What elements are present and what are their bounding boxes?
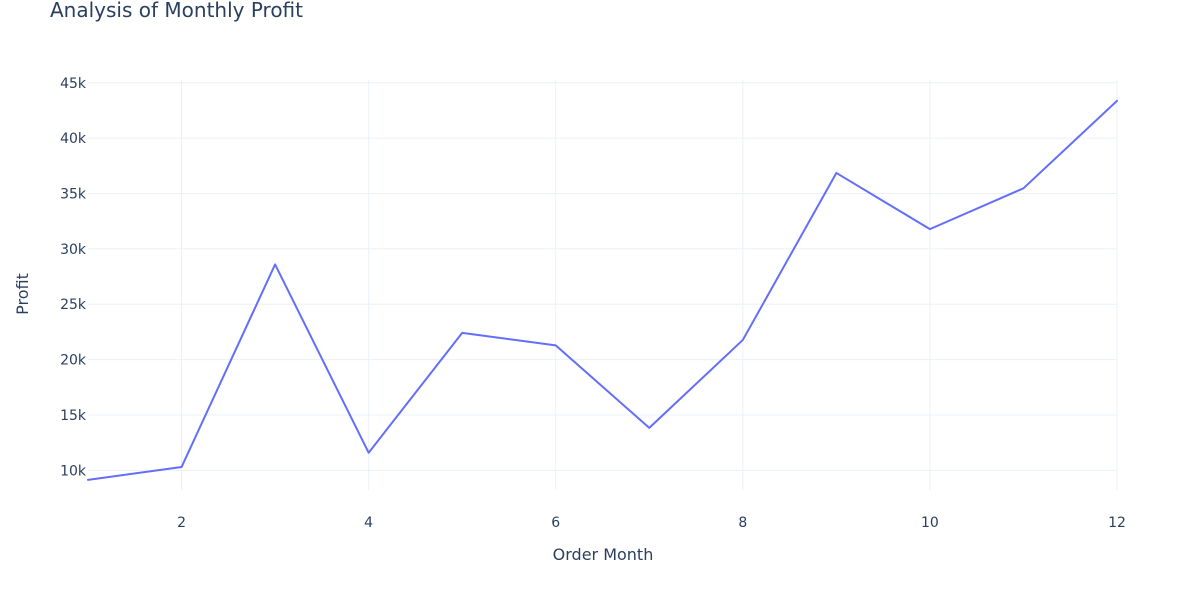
y-axis-tick-labels: 10k 15k 20k 25k 30k 35k 40k 45k — [60, 76, 87, 480]
y-tick-label: 25k — [60, 297, 87, 313]
series-line — [87, 99, 1118, 481]
y-tick-label: 45k — [60, 76, 87, 92]
y-tick-label: 40k — [60, 131, 87, 147]
series-lines — [87, 99, 1118, 481]
y-tick-label: 35k — [60, 187, 87, 203]
y-tick-label: 10k — [60, 463, 87, 479]
y-tick-label: 20k — [60, 353, 87, 369]
x-tick-label: 6 — [551, 515, 560, 531]
x-tick-label: 4 — [364, 515, 373, 531]
chart-title: Analysis of Monthly Profit — [50, 0, 303, 22]
x-tick-label: 10 — [921, 515, 939, 531]
x-axis-tick-labels: 2 4 6 8 10 12 — [177, 515, 1126, 531]
y-tick-label: 15k — [60, 408, 87, 424]
y-tick-label: 30k — [60, 242, 87, 258]
x-tick-label: 8 — [738, 515, 747, 531]
x-tick-label: 12 — [1108, 515, 1126, 531]
x-axis-title: Order Month — [553, 545, 654, 564]
x-tick-label: 2 — [177, 515, 186, 531]
y-axis-title: Profit — [13, 273, 32, 315]
grid-lines — [88, 80, 1118, 490]
